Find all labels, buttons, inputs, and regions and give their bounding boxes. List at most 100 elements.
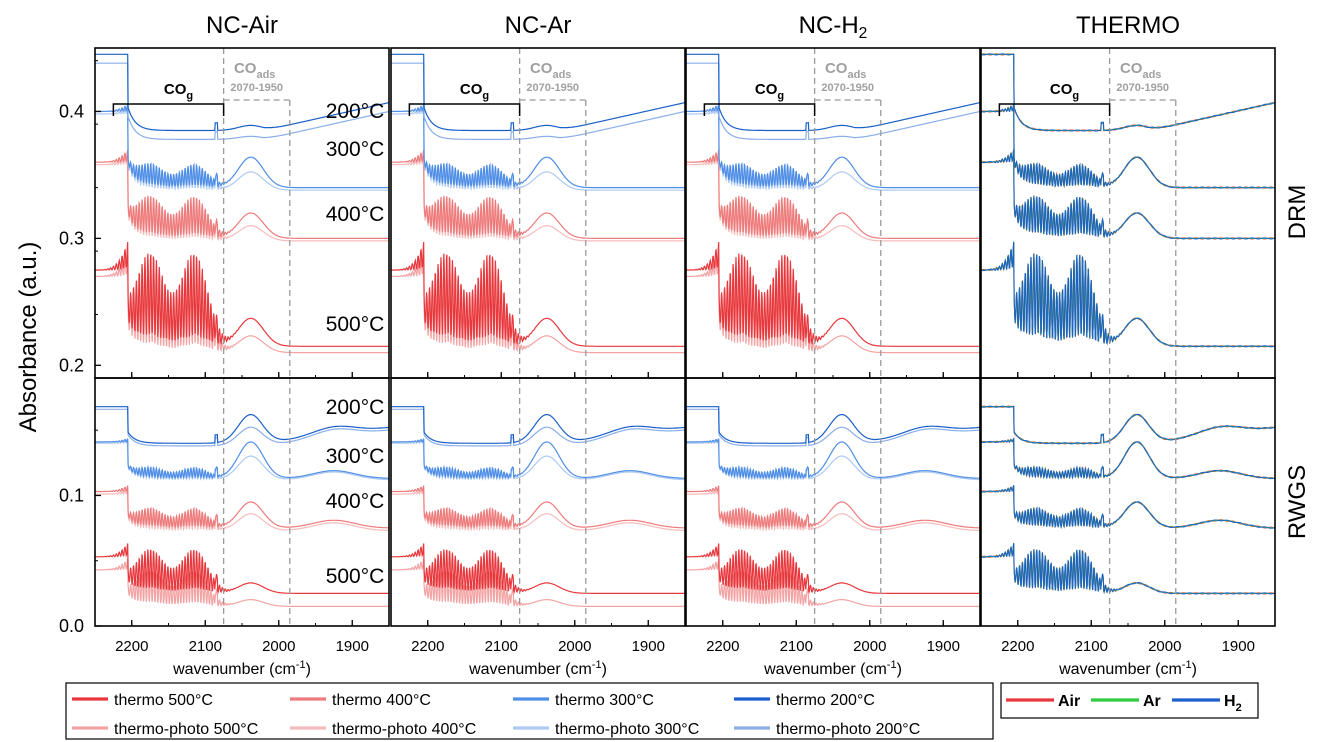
series-line-thermo-200c xyxy=(95,53,389,132)
x-tick-label: 2200 xyxy=(411,638,444,655)
panel-frame xyxy=(980,377,1276,627)
x-tick-label: 2200 xyxy=(706,638,739,655)
panel-3-drm xyxy=(981,53,1275,348)
temperature-label: 300°C xyxy=(326,445,385,468)
series-line-thermo-photo-300c xyxy=(391,438,685,481)
series-line-thermo-photo-200c xyxy=(686,408,980,447)
y-tick-label: 0.3 xyxy=(59,228,84,248)
series-line-thermo-photo-200c xyxy=(391,408,685,447)
series-line-thermo-photo-200c xyxy=(686,62,980,140)
co-ads-range-label: 2070-1950 xyxy=(526,82,579,94)
y-tick-label: 0.4 xyxy=(59,101,84,121)
legend-label: thermo-photo 300°C xyxy=(555,721,699,738)
co-gas-label: COg xyxy=(1050,81,1079,102)
y-tick-label: 0.2 xyxy=(59,355,84,375)
series-line-thermo-500c xyxy=(95,242,389,347)
x-tick-label: 1900 xyxy=(336,638,369,655)
panel-0-rwgs xyxy=(95,406,389,608)
series-line-h-300c xyxy=(981,103,1275,189)
x-tick-label: 1900 xyxy=(1222,638,1255,655)
series-line-thermo-500c xyxy=(686,543,980,594)
series-line-ar-300c xyxy=(981,104,1275,189)
series-line-thermo-500c xyxy=(391,242,685,347)
series-line-thermo-500c xyxy=(95,543,389,594)
series-line-air-300c xyxy=(981,436,1275,480)
series-line-thermo-photo-200c xyxy=(95,62,389,140)
panel-title: NC-Ar xyxy=(505,12,572,39)
series-line-ar-200c xyxy=(981,406,1275,444)
legend-label: thermo 400°C xyxy=(332,692,431,709)
series-line-thermo-300c xyxy=(686,104,980,189)
series-line-thermo-photo-500c xyxy=(686,559,980,608)
legend-label: thermo 200°C xyxy=(776,692,875,709)
series-line-air-200c xyxy=(981,405,1275,445)
panel-title: NC-Air xyxy=(206,12,278,39)
series-line-h-300c xyxy=(981,437,1275,480)
co-gas-label: COg xyxy=(460,81,489,102)
co-ads-range-label: 2070-1950 xyxy=(821,82,874,94)
x-tick-label: 2100 xyxy=(485,638,518,655)
panel-1-drm xyxy=(391,53,685,354)
panel-2-rwgs xyxy=(686,406,980,608)
co-ads-label: COads xyxy=(530,60,571,81)
co-ads-range-label: 2070-1950 xyxy=(1116,82,1169,94)
temperature-label: 400°C xyxy=(326,203,385,226)
series-line-thermo-photo-200c xyxy=(95,408,389,447)
x-axis-label: wavenumber (cm-1) xyxy=(172,659,311,678)
series-line-thermo-photo-400c xyxy=(686,489,980,532)
series-line-thermo-300c xyxy=(686,438,980,480)
temperature-label: 500°C xyxy=(326,313,385,336)
x-axis-label: wavenumber (cm-1) xyxy=(763,659,902,678)
series-line-thermo-photo-300c xyxy=(686,108,980,192)
co-gas-bracket xyxy=(703,103,816,116)
legend-label: thermo 300°C xyxy=(555,692,654,709)
legend-label: thermo-photo 500°C xyxy=(114,721,258,738)
series-line-thermo-200c xyxy=(95,406,389,444)
x-tick-label: 2200 xyxy=(1001,638,1034,655)
x-axis-label: wavenumber (cm-1) xyxy=(1058,659,1197,678)
temperature-label: 500°C xyxy=(326,565,385,588)
series-line-thermo-400c xyxy=(95,485,389,530)
co-gas-label: COg xyxy=(755,81,784,102)
x-tick-label: 2100 xyxy=(1075,638,1108,655)
x-tick-label: 2000 xyxy=(262,638,295,655)
series-line-thermo-200c xyxy=(686,53,980,132)
panel-title: NC-H2 xyxy=(799,12,868,42)
series-line-thermo-photo-300c xyxy=(391,108,685,192)
thermo-legend-label: Ar xyxy=(1143,693,1161,710)
x-tick-label: 2000 xyxy=(1148,638,1181,655)
series-line-thermo-200c xyxy=(686,406,980,444)
series-line-thermo-400c xyxy=(391,149,685,239)
x-tick-label: 2200 xyxy=(115,638,148,655)
series-line-thermo-400c xyxy=(686,149,980,239)
series-line-thermo-300c xyxy=(95,104,389,189)
panel-2-drm xyxy=(686,53,980,354)
series-line-thermo-photo-500c xyxy=(95,559,389,608)
panel-3-rwgs xyxy=(981,405,1275,595)
series-line-thermo-400c xyxy=(391,485,685,530)
series-line-thermo-photo-500c xyxy=(391,559,685,608)
x-tick-label: 2000 xyxy=(558,638,591,655)
row-label-drm: DRM xyxy=(1284,185,1311,240)
series-line-thermo-300c xyxy=(391,104,685,189)
temperature-label: 200°C xyxy=(326,100,385,123)
series-line-air-300c xyxy=(981,104,1275,189)
series-line-h-200c xyxy=(981,53,1275,132)
series-line-h-500c xyxy=(981,241,1275,348)
x-tick-label: 2100 xyxy=(780,638,813,655)
series-line-h-400c xyxy=(981,149,1275,240)
series-line-thermo-300c xyxy=(391,438,685,480)
y-tick-label: 0.0 xyxy=(59,616,84,636)
legend-box xyxy=(65,682,994,740)
co-gas-bracket xyxy=(408,103,521,116)
x-tick-label: 1900 xyxy=(632,638,665,655)
x-tick-label: 2100 xyxy=(189,638,222,655)
series-line-h-200c xyxy=(981,405,1275,445)
x-tick-label: 2000 xyxy=(853,638,886,655)
co-gas-bracket xyxy=(112,103,225,116)
legend-label: thermo-photo 200°C xyxy=(776,721,920,738)
series-line-h-400c xyxy=(981,485,1275,530)
thermo-legend-box xyxy=(1000,682,1259,719)
co-ads-range-label: 2070-1950 xyxy=(230,82,283,94)
